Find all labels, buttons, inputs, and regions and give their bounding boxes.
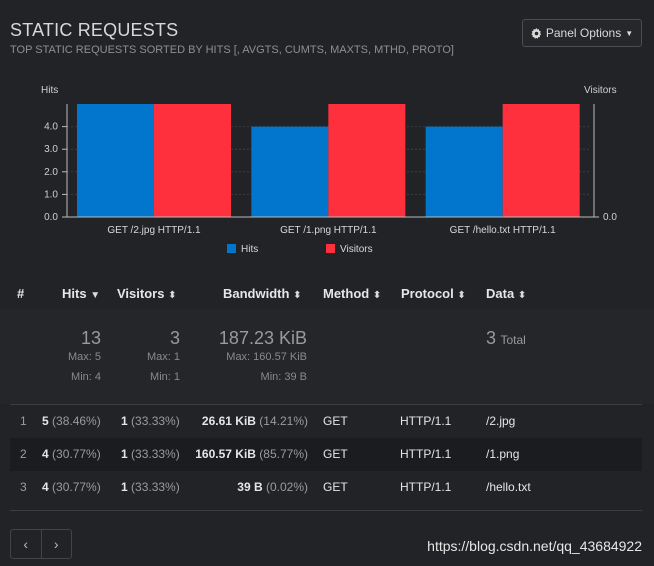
bandwidth-total: 187.23 KiB [218, 328, 307, 348]
left-tick-label: 4.0 [44, 122, 58, 133]
visitors-total: 3 [169, 328, 180, 348]
row-protocol: HTTP/1.1 [400, 414, 452, 428]
row-hits: 4 (30.77%) [42, 447, 101, 461]
sort-desc-icon: ▼ [90, 290, 101, 301]
col-bandwidth[interactable]: Bandwidth ⬍ [223, 286, 302, 301]
caret-down-icon: ▼ [625, 28, 634, 38]
row-data: /hello.txt [486, 480, 531, 494]
left-tick-label: 3.0 [44, 144, 58, 155]
row-hits: 5 (38.46%) [42, 414, 101, 428]
table-row[interactable]: 1 5 (38.46%) 1 (33.33%) 26.61 KiB (14.21… [10, 405, 642, 438]
visitors-max: Max: 1 [146, 351, 180, 363]
sort-icon: ⬍ [457, 290, 466, 301]
left-tick-label: 0.0 [44, 212, 58, 223]
row-data: /1.png [486, 447, 520, 461]
sort-icon: ⬍ [517, 290, 527, 301]
hits-max: Max: 5 [67, 351, 101, 363]
row-index: 2 [20, 447, 27, 461]
bar-visitors [328, 104, 406, 217]
panel-title: STATIC REQUESTS [10, 20, 179, 40]
next-page-button[interactable]: › [40, 530, 72, 558]
summary-row: 13 Max: 5 Min: 4 3 Max: 1 Min: 1 187.23 … [0, 310, 654, 404]
row-index: 3 [20, 480, 27, 494]
gear-icon [531, 27, 542, 39]
legend-label: Visitors [340, 244, 373, 255]
sort-icon: ⬍ [372, 290, 382, 301]
col-protocol[interactable]: Protocol ⬍ [401, 286, 466, 301]
row-index: 1 [20, 414, 27, 428]
row-method: GET [323, 414, 348, 428]
x-tick-label: GET /hello.txt HTTP/1.1 [450, 225, 556, 236]
divider [10, 510, 642, 511]
bar-visitors [154, 104, 231, 217]
row-bandwidth: 39 B (0.02%) [237, 480, 308, 494]
bandwidth-min: Min: 39 B [260, 371, 307, 383]
divider [10, 404, 642, 405]
right-axis-label: Visitors [584, 85, 617, 96]
x-tick-label: GET /2.jpg HTTP/1.1 [107, 225, 201, 236]
row-visitors: 1 (33.33%) [121, 447, 180, 461]
col-data[interactable]: Data ⬍ [486, 286, 527, 301]
col-index: # [17, 286, 25, 301]
hits-total: 13 [80, 328, 101, 348]
row-visitors: 1 (33.33%) [121, 480, 180, 494]
pagination: ‹ › [10, 529, 72, 559]
bar-visitors [502, 104, 580, 217]
right-tick-label: 0.0 [603, 212, 617, 223]
table-row[interactable]: 3 4 (30.77%) 1 (33.33%) 39 B (0.02%) GET… [10, 471, 642, 504]
panel-options-button[interactable]: Panel Options ▼ [522, 19, 642, 47]
panel-subtitle: TOP STATIC REQUESTS SORTED BY HITS [, AV… [10, 44, 454, 56]
row-data: /2.jpg [486, 414, 516, 428]
left-axis-label: Hits [41, 85, 58, 96]
static-requests-chart: 0.0 1.0 2.0 3.0 4.0 Hits 0.0 Visitors GET /2.jpg… [41, 85, 617, 255]
left-tick-label: 1.0 [44, 189, 58, 200]
x-tick-label: GET /1.png HTTP/1.1 [280, 225, 377, 236]
bar-hits [77, 104, 154, 217]
legend-label: Hits [241, 244, 258, 255]
col-method[interactable]: Method ⬍ [323, 286, 382, 301]
row-bandwidth: 160.57 KiB (85.77%) [195, 447, 308, 461]
row-bandwidth: 26.61 KiB (14.21%) [201, 414, 308, 428]
row-method: GET [323, 480, 348, 494]
bar-hits [425, 126, 503, 217]
data-total: 3 Total [486, 328, 526, 348]
bandwidth-max: Max: 160.57 KiB [226, 351, 307, 363]
watermark-text: https://blog.csdn.net/qq_43684922 [427, 538, 642, 554]
legend-swatch [326, 244, 335, 253]
table-row[interactable]: 2 4 (30.77%) 1 (33.33%) 160.57 KiB (85.7… [10, 438, 642, 471]
row-visitors: 1 (33.33%) [121, 414, 180, 428]
col-hits[interactable]: Hits ▼ [62, 286, 101, 301]
row-protocol: HTTP/1.1 [400, 480, 452, 494]
left-tick-label: 2.0 [44, 167, 58, 178]
prev-page-button[interactable]: ‹ [23, 536, 29, 552]
bar-hits [251, 126, 329, 217]
sort-icon: ⬍ [293, 290, 302, 301]
row-method: GET [323, 447, 348, 461]
col-visitors[interactable]: Visitors ⬍ [117, 286, 177, 301]
sort-icon: ⬍ [168, 290, 177, 301]
hits-min: Min: 4 [71, 371, 101, 383]
row-protocol: HTTP/1.1 [400, 447, 452, 461]
row-hits: 4 (30.77%) [42, 480, 101, 494]
panel-options-label: Panel Options [545, 26, 622, 40]
legend-swatch [227, 244, 236, 253]
visitors-min: Min: 1 [150, 371, 180, 383]
table-header: # Hits ▼ Visitors ⬍ Bandwidth ⬍ Method ⬍… [0, 276, 654, 310]
